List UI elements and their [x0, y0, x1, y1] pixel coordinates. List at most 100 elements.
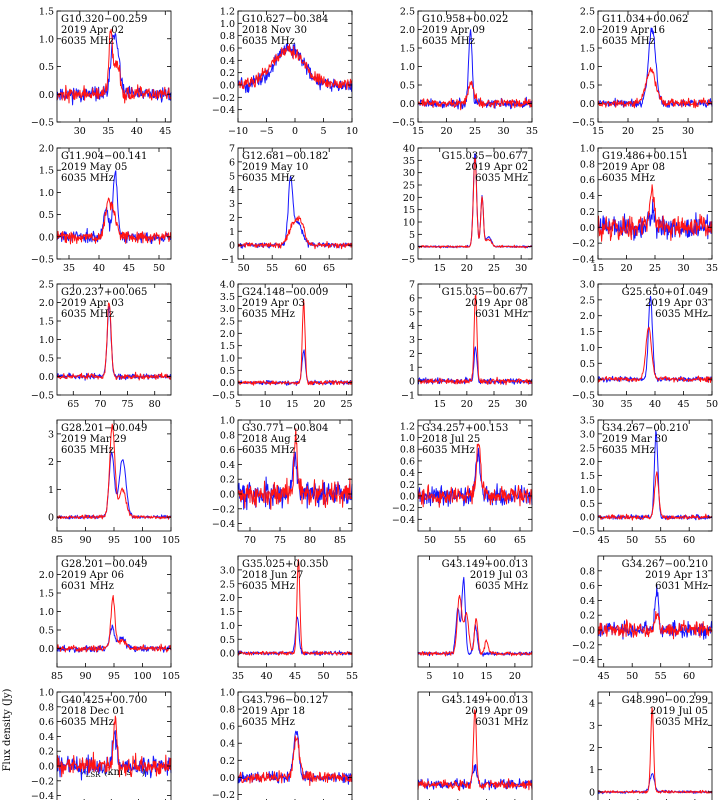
- x-tick-label: 45: [598, 671, 610, 682]
- y-tick-label: 20: [403, 193, 415, 204]
- spectrum-panel: 35 40 45 50 55 0.0 0.5 1.0 1.5 2.0 2.5 3.0 G35.025+0…: [220, 555, 358, 682]
- y-tick-label: 1: [589, 765, 595, 776]
- y-tick-label: 0: [409, 242, 415, 253]
- panel-date-label: 2018 Dec 01: [61, 706, 125, 717]
- panel-source-label: G15.035−00.677: [442, 287, 528, 298]
- panel-date-label: 2019 Apr 02: [465, 162, 528, 173]
- y-tick-label: 1.0: [400, 433, 415, 444]
- x-tick-label: 15: [592, 126, 604, 137]
- x-tick-label: 25: [649, 263, 661, 274]
- y-tick-label: 1.0: [580, 485, 595, 496]
- y-tick-label: 0.0: [220, 490, 235, 501]
- y-tick-label: 3: [229, 199, 235, 210]
- panel-frame: [56, 691, 172, 800]
- y-tick-label: 0.4: [400, 468, 415, 479]
- x-tick-label: 5: [320, 126, 326, 137]
- x-tick-label: 50: [706, 399, 718, 410]
- x-tick-label: 45: [677, 399, 689, 410]
- x-tick-label: 30: [515, 263, 527, 274]
- spectrum-line-blue: [417, 346, 533, 385]
- y-tick-label: 1.5: [220, 341, 235, 352]
- panel-frequency-label: 6031 MHz: [61, 581, 114, 592]
- y-tick-label: 1.0: [220, 621, 235, 632]
- spectrum-panel: 35 40 45 50 −0.5 0.0 0.5 1.0 1.5 2.0 G11.904−00.14…: [31, 144, 172, 274]
- y-tick-label: 0.6: [580, 175, 595, 186]
- x-tick-label: 50: [424, 535, 436, 546]
- spectrum-line-red: [597, 326, 713, 383]
- y-tick-label: 0.8: [400, 445, 415, 456]
- y-tick-label: 0.0: [39, 762, 54, 773]
- spectrum-line-red: [56, 715, 172, 778]
- y-tick-label: 1.0: [580, 62, 595, 73]
- x-tick-label: 95: [108, 671, 120, 682]
- panel-date-label: 2019 Apr 06: [61, 570, 124, 581]
- x-tick-label: 45: [159, 126, 171, 137]
- y-tick-label: 2.0: [39, 144, 54, 155]
- y-tick-label: 35: [403, 156, 415, 167]
- spectrum-line-red: [56, 302, 172, 381]
- x-tick-label: 60: [683, 535, 695, 546]
- panel-frequency-label: 6035 MHz: [61, 309, 114, 320]
- x-tick-label: 75: [122, 399, 134, 410]
- y-tick-label: 0.5: [580, 359, 595, 370]
- spectrum-line-red: [597, 67, 713, 109]
- y-tick-label: 1.5: [39, 166, 54, 177]
- spectrum-panel: 50 55 60 65 −0.4−0.20.00.20.40.60.81.01.2 G34…: [392, 419, 533, 546]
- y-tick-label: 2: [589, 743, 595, 754]
- y-tick-label: 0.2: [400, 480, 415, 491]
- y-tick-label: 1.5: [39, 7, 54, 18]
- x-tick-label: 45: [598, 535, 610, 546]
- panel-frequency-label: 6035 MHz: [242, 445, 295, 456]
- y-tick-label: 1.0: [220, 354, 235, 365]
- y-tick-label: 0.0: [39, 90, 54, 101]
- x-tick-label: −5: [259, 126, 273, 137]
- x-tick-label: 85: [334, 535, 346, 546]
- y-tick-label: 3.0: [580, 280, 595, 291]
- panel-source-label: G30.771−00.804: [242, 423, 328, 434]
- spectrum-panel: 45 50 55 60 −0.5 0.0 0.5 1.0 1.5 2.0 2.5 3.0 3.5 G34.…: [572, 416, 713, 546]
- y-tick-label: 0.2: [580, 611, 595, 622]
- y-tick-label: 0.0: [400, 491, 415, 502]
- y-tick-label: 0.5: [580, 81, 595, 92]
- y-tick-label: 1.5: [39, 317, 54, 328]
- y-tick-label: 2: [229, 213, 235, 224]
- y-tick-label: 0.6: [220, 44, 235, 55]
- y-tick-label: 0.5: [580, 499, 595, 510]
- x-tick-label: 20: [620, 263, 632, 274]
- x-tick-label: 75: [274, 535, 286, 546]
- spectrum-line-blue: [417, 447, 533, 507]
- panel-source-label: G48.990−00.299: [622, 695, 708, 706]
- y-tick-label: 0.6: [220, 722, 235, 733]
- y-tick-label: 0: [229, 241, 235, 252]
- y-tick-label: 0.8: [580, 566, 595, 577]
- x-tick-label: 60: [484, 535, 496, 546]
- panel-frame: [237, 419, 353, 532]
- x-tick-label: 30: [74, 126, 86, 137]
- panel-frequency-label: 6031 MHz: [475, 309, 528, 320]
- y-tick-label: 0.0: [39, 232, 54, 243]
- x-tick-label: 15: [592, 263, 604, 274]
- spectrum-line-red: [237, 428, 353, 510]
- panel-source-label: G35.025+00.350: [242, 559, 328, 570]
- spectrum-line-blue: [56, 170, 172, 244]
- x-tick-label: 35: [620, 399, 632, 410]
- y-tick-label: 3: [409, 335, 415, 346]
- panel-source-label: G12.681−00.182: [242, 151, 328, 162]
- y-tick-label: −0.5: [31, 255, 54, 266]
- y-tick-label: 0.6: [400, 456, 415, 467]
- x-tick-label: 20: [622, 126, 634, 137]
- spectrum-line-red: [597, 184, 713, 242]
- y-tick-label: 0.8: [39, 702, 54, 713]
- spectrum-line-red: [56, 595, 172, 653]
- spectrum-line-red: [237, 559, 353, 656]
- y-tick-label: 0.5: [39, 62, 54, 73]
- panel-frequency-label: 6035 MHz: [61, 173, 114, 184]
- y-tick-label: 1.0: [39, 188, 54, 199]
- x-tick-label: 25: [488, 399, 500, 410]
- x-tick-label: 50: [317, 671, 329, 682]
- y-tick-label: −0.2: [31, 776, 54, 787]
- x-tick-label: 30: [515, 399, 527, 410]
- panel-frame: [56, 147, 172, 260]
- panel-frequency-label: 6035 MHz: [242, 36, 295, 47]
